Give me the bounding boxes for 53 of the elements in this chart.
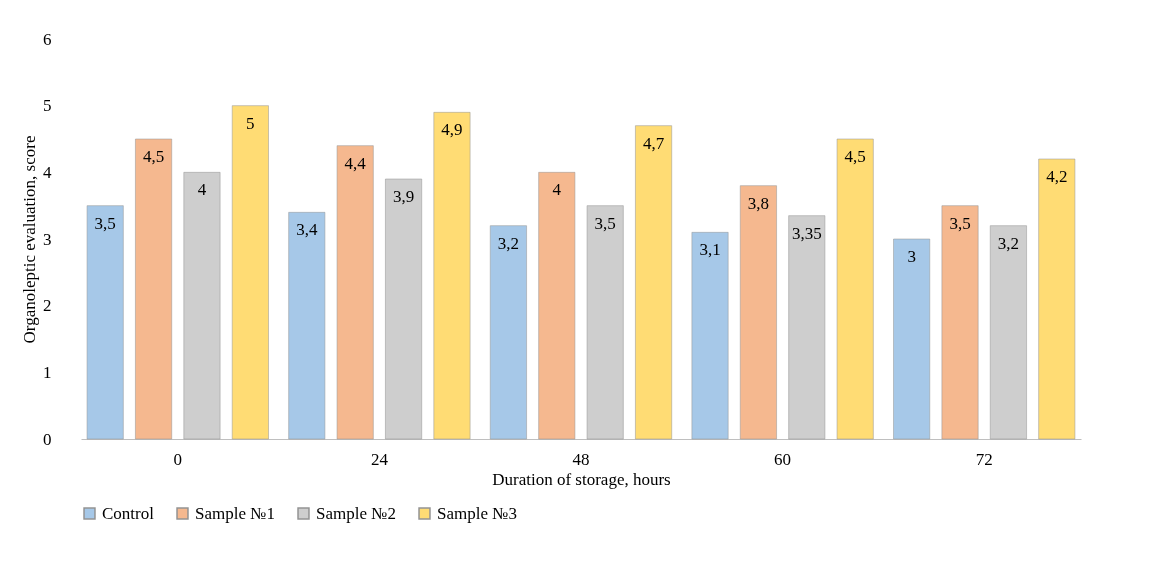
data-label: 5: [246, 113, 255, 133]
y-tick-label: 4: [43, 162, 52, 182]
x-tick-label: 60: [774, 449, 792, 469]
data-label: 4,9: [441, 120, 463, 140]
data-label: 4: [197, 180, 207, 200]
data-label: 4,5: [142, 147, 165, 166]
y-tick-label: 0: [43, 429, 52, 449]
x-tick-label: 48: [572, 449, 590, 469]
legend-label: Sample №2: [316, 503, 396, 523]
legend-label: Sample №1: [195, 503, 275, 523]
bar: [288, 211, 326, 440]
legend-label: Sample №3: [437, 503, 517, 523]
y-tick-label: 5: [43, 96, 52, 116]
bar: [941, 205, 979, 440]
data-label: 3,5: [594, 213, 616, 233]
y-tick-label: 3: [43, 229, 52, 249]
x-axis-title: Duration of storage, hours: [492, 469, 671, 489]
data-label: 3,4: [296, 220, 318, 240]
bar: [433, 111, 471, 440]
bar: [86, 205, 124, 440]
data-label: 3,8: [747, 193, 770, 213]
y-tick-label: 1: [43, 362, 52, 382]
data-label: 3,5: [949, 213, 971, 233]
data-label: 3,5: [94, 213, 116, 233]
x-tick-label: 72: [975, 449, 993, 469]
x-tick-label: 24: [370, 449, 389, 469]
data-label: 3: [907, 247, 916, 266]
bar: [336, 145, 374, 440]
bar: [634, 125, 673, 440]
legend-label: Control: [102, 503, 155, 523]
y-tick-label: 6: [43, 29, 52, 49]
bar: [1038, 158, 1076, 440]
y-axis-title: Organoleptic evaluation, score: [20, 135, 39, 344]
bar: [836, 138, 874, 440]
data-label: 4,4: [344, 153, 367, 173]
bar: [489, 225, 528, 440]
bar: [893, 238, 931, 440]
data-label: 3,9: [392, 187, 415, 206]
data-label: 4,5: [844, 147, 866, 166]
bar: [538, 171, 576, 440]
bar: [739, 185, 778, 440]
data-label: 3,2: [497, 233, 520, 253]
data-label: 3,35: [791, 223, 822, 243]
y-tick-label: 2: [43, 296, 52, 316]
data-label: 4,7: [642, 133, 665, 153]
x-tick-label: 0: [173, 449, 183, 469]
bar: [134, 138, 173, 440]
data-label: 4,2: [1046, 167, 1068, 186]
bar: [691, 231, 729, 440]
data-label: 4: [552, 180, 562, 200]
data-label: 3,2: [997, 233, 1020, 253]
bar: [231, 105, 269, 440]
data-label: 3,1: [699, 240, 721, 260]
